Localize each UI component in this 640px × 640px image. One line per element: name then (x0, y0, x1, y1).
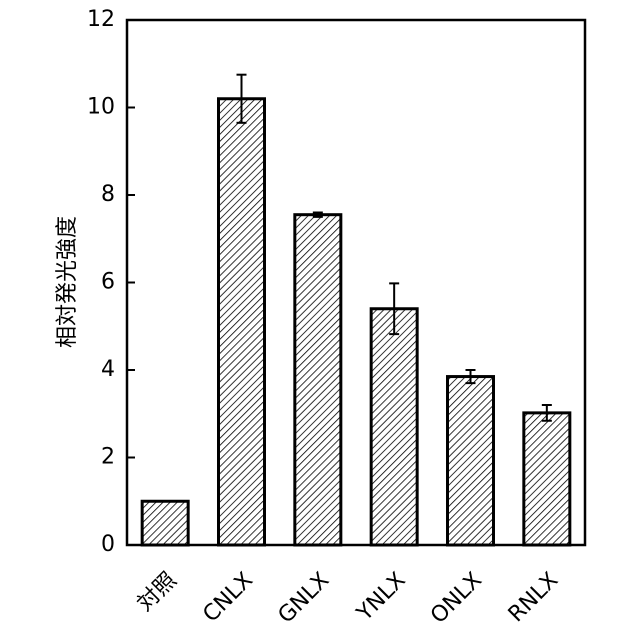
y-tick-label: 6 (101, 270, 115, 295)
bar (448, 377, 494, 545)
bar (142, 501, 188, 545)
y-tick-label: 10 (87, 95, 115, 120)
x-tick-label: YNLX (352, 568, 411, 627)
x-tick-label: ONLX (426, 568, 487, 629)
plot-frame (127, 20, 585, 545)
x-tick-label: GNLX (274, 568, 335, 629)
y-tick-label: 12 (87, 7, 115, 32)
x-tick-label: RNLX (504, 568, 563, 627)
y-axis-label: 相対発光強度 (55, 216, 80, 348)
x-tick-label: 対照 (133, 568, 182, 617)
y-tick-label: 0 (101, 532, 115, 557)
chart: 相対発光強度 0 2 4 6 8 10 12 対照 CNLX GNLX YNLX ONLX RNLX (0, 0, 640, 640)
bar (371, 309, 417, 545)
bar (524, 413, 570, 545)
y-tick-label: 4 (101, 357, 115, 382)
y-tick-label: 8 (101, 182, 115, 207)
y-tick-label: 2 (101, 445, 115, 470)
bar (219, 99, 265, 545)
x-tick-label: CNLX (198, 568, 258, 628)
bar (295, 215, 341, 545)
